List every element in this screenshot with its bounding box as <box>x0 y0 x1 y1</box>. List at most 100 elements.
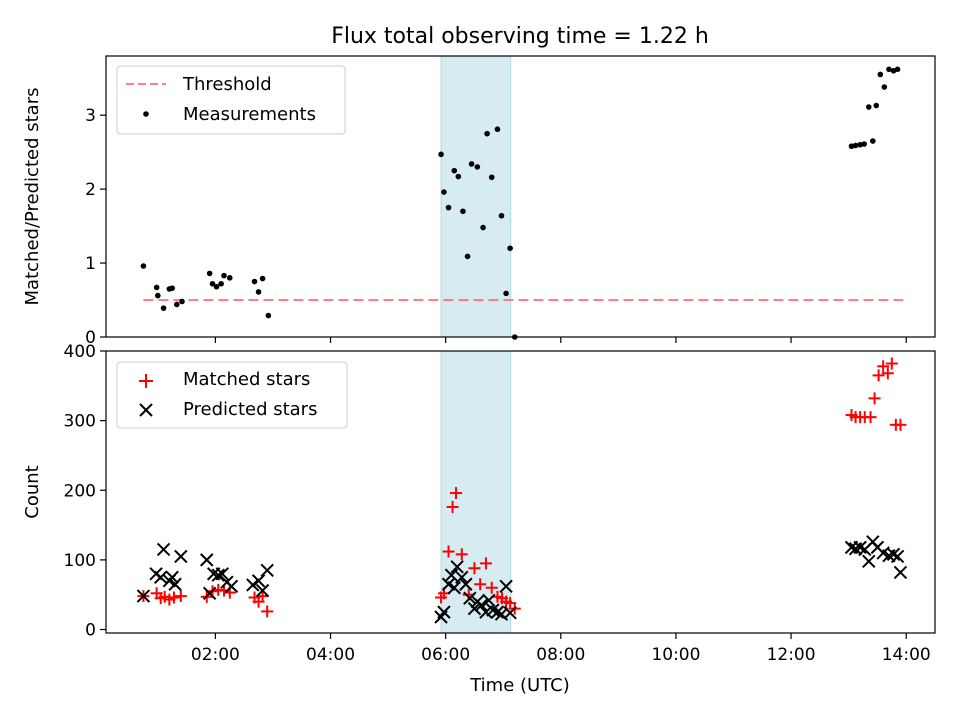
measurement-point <box>877 71 884 78</box>
measurement-point <box>455 173 462 180</box>
y-tick-label: 300 <box>64 412 96 432</box>
matched-star-marker <box>877 360 890 373</box>
legend-predicted-swatch <box>139 403 153 417</box>
predicted-star-marker <box>168 577 182 591</box>
top-highlight-span <box>440 55 512 338</box>
predicted-star-marker <box>490 605 505 619</box>
predicted-star-marker <box>862 554 876 568</box>
x-tick-label: 04:00 <box>306 645 355 665</box>
measurement-point <box>488 174 495 181</box>
x-tick-label: 10:00 <box>651 645 700 665</box>
x-tick-label: 12:00 <box>767 645 816 665</box>
predicted-star-marker <box>893 565 908 580</box>
bottom-x-ticks: 02:00 04:00 06:00 08:00 10:00 12:00 14:00 <box>191 633 931 665</box>
x-tick-label: 14:00 <box>882 645 931 665</box>
predicted-stars-points <box>136 535 908 624</box>
y-tick-label: 2 <box>85 180 96 200</box>
predicted-star-marker <box>482 593 496 607</box>
predicted-star-marker <box>447 581 462 595</box>
measurement-point <box>140 263 147 269</box>
matched-star-marker <box>256 590 269 603</box>
measurement-point <box>498 212 505 219</box>
measurement-point <box>160 305 167 311</box>
measurement-point <box>265 312 272 319</box>
matched-star-marker <box>868 392 881 405</box>
predicted-star-marker <box>455 570 469 585</box>
y-tick-label: 0 <box>85 328 96 348</box>
measurement-point <box>155 292 161 299</box>
bottom-legend-box <box>116 361 348 429</box>
x-tick-label: 08:00 <box>536 645 585 665</box>
measurement-point <box>259 275 266 282</box>
measurement-point <box>226 275 233 281</box>
top-panel: 0 1 2 3 Matched/Predicted stars Threshold M… <box>22 55 936 348</box>
top-y-label: Matched/Predicted stars <box>22 88 43 306</box>
predicted-star-marker <box>202 586 217 601</box>
measurement-point <box>255 289 262 295</box>
matched-star-marker <box>864 411 877 424</box>
measurement-point <box>861 141 867 147</box>
legend-threshold-label: Threshold <box>182 74 272 95</box>
predicted-star-marker <box>459 577 473 591</box>
matched-star-marker <box>474 578 487 591</box>
matched-star-marker <box>174 590 187 603</box>
legend-predicted-label: Predicted stars <box>183 399 317 420</box>
predicted-star-marker <box>450 560 464 574</box>
predicted-star-marker <box>886 547 901 562</box>
predicted-star-marker <box>499 579 513 594</box>
top-y-ticks: 0 1 2 3 <box>85 106 106 348</box>
measurement-point <box>218 280 224 287</box>
y-tick-label: 0 <box>85 621 96 641</box>
legend-matched-label: Matched stars <box>183 369 310 390</box>
predicted-star-marker <box>246 578 260 592</box>
measurement-point <box>213 283 220 290</box>
y-tick-label: 1 <box>85 254 96 274</box>
matched-star-marker <box>442 545 455 558</box>
y-tick-label: 3 <box>85 106 96 126</box>
matched-star-marker <box>455 548 468 561</box>
measurement-point <box>894 66 901 73</box>
predicted-star-marker <box>890 549 905 564</box>
measurement-point <box>852 142 859 149</box>
matched-star-marker <box>485 581 498 594</box>
bottom-y-label: Count <box>22 465 43 518</box>
matched-star-marker <box>872 369 885 382</box>
predicted-star-marker <box>224 579 239 594</box>
predicted-star-marker <box>437 605 451 619</box>
measurement-point <box>503 290 509 297</box>
predicted-star-marker <box>467 601 482 616</box>
matched-star-marker <box>261 605 274 618</box>
matched-star-marker <box>446 500 459 513</box>
top-legend: Threshold Measurements <box>116 65 346 135</box>
predicted-star-marker <box>463 591 477 605</box>
predicted-star-marker <box>251 574 266 588</box>
measurement-point <box>870 138 876 144</box>
predicted-star-marker <box>136 589 151 603</box>
measurement-point <box>174 301 180 308</box>
top-x-ticks <box>214 337 907 343</box>
y-tick-label: 100 <box>64 551 96 571</box>
matched-star-marker <box>468 562 481 575</box>
bottom-axes-frame <box>105 350 936 634</box>
predicted-star-marker <box>165 570 179 585</box>
matched-stars-points <box>137 357 907 618</box>
measurement-point <box>206 270 213 277</box>
measurement-point <box>865 104 872 110</box>
measurement-point <box>468 161 475 167</box>
measurement-point <box>480 224 486 231</box>
matched-star-marker <box>450 487 463 500</box>
y-tick-label: 200 <box>64 481 96 501</box>
predicted-star-marker <box>153 570 168 585</box>
top-axes-frame <box>105 55 936 338</box>
measurement-point <box>881 84 888 90</box>
measurement-point <box>460 208 466 215</box>
measurement-point <box>169 285 176 291</box>
bottom-y-ticks: 0 100 200 300 400 <box>64 342 106 641</box>
top-legend-box <box>116 65 346 135</box>
predicted-star-marker <box>156 542 171 557</box>
measurement-point <box>153 284 160 291</box>
bottom-panel: 0 100 200 300 400 02:00 04:00 06:00 08:00 10:00 1… <box>22 342 936 696</box>
predicted-star-marker <box>503 606 517 620</box>
predicted-star-marker <box>255 583 270 598</box>
measurement-point <box>438 151 444 158</box>
